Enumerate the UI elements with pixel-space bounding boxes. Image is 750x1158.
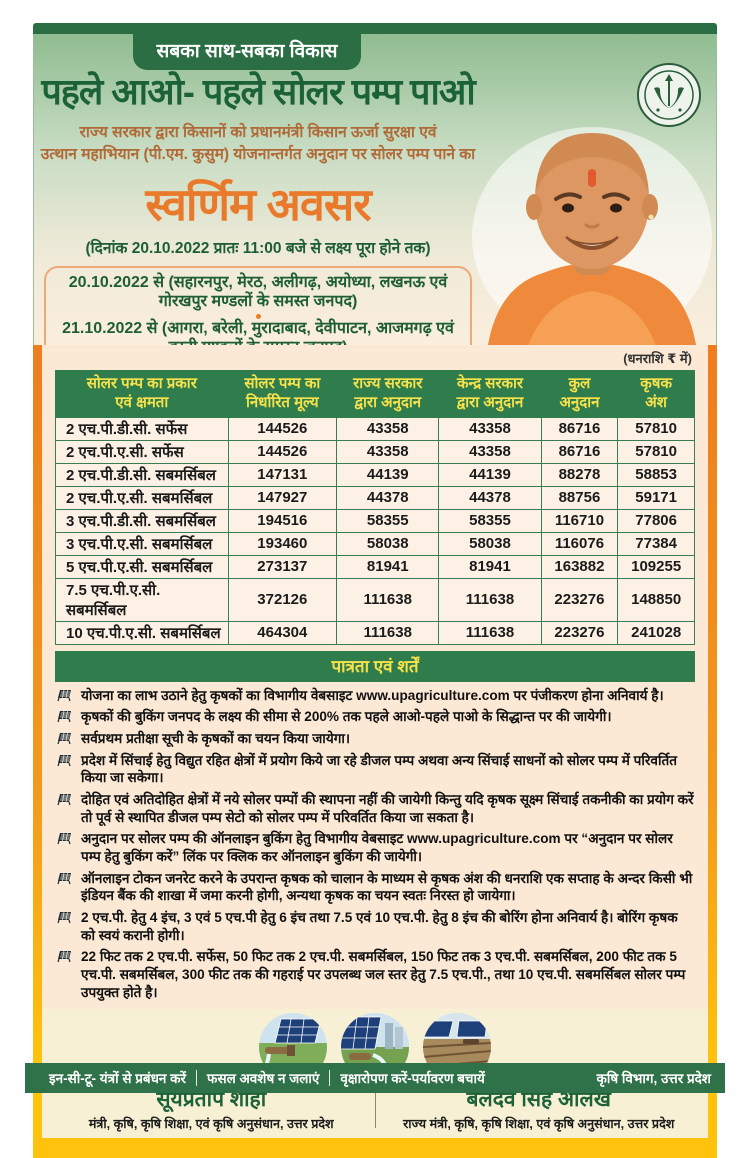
subtitle-line2: उत्थान महाभियान (पी.एम. कुसुम) योजनान्तर… [40,146,476,164]
term-text: अनुदान पर सोलर पम्प की ऑनलाइन बुकिंग हेत… [81,831,673,864]
term-text: सर्वप्रथम प्रतीक्षा सूची के कृषकों का चय… [81,730,351,746]
term-text: 22 फिट तक 2 एच.पी. सर्फेस, 50 फिट तक 2 ए… [81,949,686,1000]
district-schedule-box: 20.10.2022 से (सहारनपुर, मेरठ, अलीगढ़, अ… [44,265,472,345]
list-item: ऑनलाइन टोकन जनरेट करने के उपरान्त कृषक क… [56,870,694,905]
solar-panel-bullet-icon [57,872,71,884]
schedule-entry: 20.10.2022 से (सहारनपुर, मेरठ, अलीगढ़, अ… [68,273,448,311]
col-header-farmer-share: कृषक अंश [617,370,695,418]
table-row: 7.5 एच.पी.ए.सी. सबमर्सिबल 372126 111638 111… [55,577,695,622]
orange-frame: (धनराशि ₹ में) सोलर पम्प का प्रकार एवं क… [33,345,717,1158]
top-green-bar [33,23,717,34]
list-item: दोहित एवं अतिदोहित क्षेत्रों में नये सोल… [56,791,694,826]
solar-panel-bullet-icon [57,951,71,963]
schedule-entry: 21.10.2022 से (आगरा, बरेली, मुरादाबाद, द… [54,313,462,345]
solar-panel-bullet-icon [57,754,71,766]
yellow-band [42,1138,708,1158]
solar-panel-bullet-icon [57,689,71,701]
hero-section: पहले आओ- पहले सोलर पम्प पाओ राज्य सरकार … [33,34,717,345]
footer-slogan: इन-सी-टू- यंत्रों से प्रबंधन करें [49,1071,187,1086]
official-title: मंत्री, कृषि, कृषि शिक्षा, एवं कृषि अनुस… [88,1117,334,1132]
table-row: 2 एच.पी.डी.सी. सर्फेस 144526 43358 43358 867… [55,416,695,441]
amount-unit-note: (धनराशि ₹ में) [623,351,692,366]
cm-portrait [472,127,712,345]
table-row: 2 एच.पी.डी.सी. सबमर्सिबल 147131 44139 44139… [55,462,695,487]
terms-list: योजना का लाभ उठाने हेतु कृषकों का विभागी… [54,686,696,1010]
term-text: ऑनलाइन टोकन जनरेट करने के उपरान्त कृषक क… [81,870,693,904]
table-row: 5 एच.पी.ए.सी. सबमर्सिबल 273137 81941 81941 1… [55,554,695,579]
hero-text-column: पहले आओ- पहले सोलर पम्प पाओ राज्य सरकार … [34,72,482,345]
vertical-divider [374,1089,376,1129]
term-text: दोहित एवं अतिदोहित क्षेत्रों में नये सोल… [81,791,694,825]
table-row: 2 एच.पी.ए.सी. सर्फेस 144526 43358 43358 8671… [55,439,695,464]
list-item: कृषकों की बुकिंग जनपद के लक्ष्य की सीमा … [56,708,694,726]
col-header-total-subsidy: कुल अनुदान [540,370,619,418]
col-header-price: सोलर पम्प का निर्धारित मूल्य [227,370,338,418]
table-row: 3 एच.पी.ए.सी. सबमर्सिबल 193460 58038 58038 1… [55,531,695,556]
official-title: राज्य मंत्री, कृषि, कृषि शिक्षा, एवं कृष… [403,1117,675,1132]
table-row: 10 एच.पी.ए.सी. सबमर्सिबल 464304 111638 1116… [55,620,695,645]
footer-separator [196,1070,198,1086]
scheme-subtitle: राज्य सरकार द्वारा किसानों को प्रधानमंत्… [34,122,482,167]
list-item: सर्वप्रथम प्रतीक्षा सूची के कृषकों का चय… [56,730,694,748]
table-row: 3 एच.पी.डी.सी. सबमर्सिबल 194516 58355 58355… [55,508,695,533]
list-item: योजना का लाभ उठाने हेतु कृषकों का विभागी… [56,687,694,705]
page-title: पहले आओ- पहले सोलर पम्प पाओ [41,71,475,112]
start-date-note: (दिनांक 20.10.2022 प्रातः 11:00 बजे से ल… [85,239,431,257]
solar-panel-bullet-icon [57,793,71,806]
list-item: प्रदेश में सिंचाई हेतु विद्युत रहित क्षे… [56,752,694,787]
table-header-row: सोलर पम्प का प्रकार एवं क्षमता सोलर पम्प… [55,370,695,418]
term-text: योजना का लाभ उठाने हेतु कृषकों का विभागी… [81,687,664,703]
content-area: (धनराशि ₹ में) सोलर पम्प का प्रकार एवं क… [42,345,708,1139]
term-text: 2 एच.पी. हेतु 4 इंच, 3 एवं 5 एच.पी हेतु … [81,909,678,943]
footer-bar: इन-सी-टू- यंत्रों से प्रबंधन करें फसल अव… [25,1063,725,1093]
up-govt-emblem-icon [637,63,701,127]
slogan-banner: सबका साथ-सबका विकास [133,32,361,70]
solar-panel-bullet-icon [57,833,71,845]
col-header-central-subsidy: केन्द्र सरकार द्वारा अनुदान [438,370,542,418]
subtitle-line1: राज्य सरकार द्वारा किसानों को प्रधानमंत्… [79,123,437,141]
list-item: 2 एच.पी. हेतु 4 इंच, 3 एवं 5 एच.पी हेतु … [56,909,694,944]
list-item: अनुदान पर सोलर पम्प की ऑनलाइन बुकिंग हेत… [56,830,694,865]
term-text: कृषकों की बुकिंग जनपद के लक्ष्य की सीमा … [81,709,612,725]
subsidy-table: सोलर पम्प का प्रकार एवं क्षमता सोलर पम्प… [55,370,695,645]
list-item: 22 फिट तक 2 एच.पी. सर्फेस, 50 फिट तक 2 ए… [56,948,694,1001]
table-row: 2 एच.पी.ए.सी. सबमर्सिबल 147927 44378 44378 8… [55,485,695,510]
col-header-pump-type: सोलर पम्प का प्रकार एवं क्षमता [55,370,229,418]
department-name: कृषि विभाग, उत्तर प्रदेश [596,1071,711,1086]
terms-section-title: पात्रता एवं शर्तें [55,650,695,682]
footer-separator [329,1070,331,1086]
solar-panel-bullet-icon [57,732,71,745]
solar-panel-bullet-icon [57,711,71,723]
golden-opportunity-title: स्वर्णिम अवसर [145,178,371,230]
solar-panel-bullet-icon [57,911,71,924]
poster: सबका साथ-सबका विकास पहले आओ- पहले सोलर प… [33,23,717,1158]
footer-slogan: फसल अवशेष न जलाएं [207,1071,320,1086]
col-header-state-subsidy: राज्य सरकार द्वारा अनुदान [336,370,440,418]
footer-slogan: वृक्षारोपण करें-पर्यावरण बचायें [340,1071,485,1086]
term-text: प्रदेश में सिंचाई हेतु विद्युत रहित क्षे… [81,752,677,786]
